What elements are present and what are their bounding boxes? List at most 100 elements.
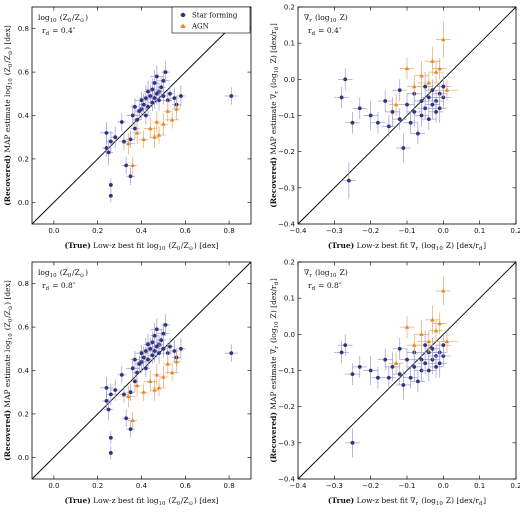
star-forming-marker (408, 120, 413, 125)
agn-point (432, 57, 447, 80)
star-forming-marker (423, 361, 428, 366)
series-agn (388, 21, 458, 116)
star-forming-marker (430, 88, 435, 93)
star-forming-point (224, 87, 238, 105)
star-forming-marker (357, 106, 362, 111)
star-forming-point (126, 420, 135, 438)
x-tick-label: −0.1 (399, 482, 416, 490)
x-axis-label: (True) Low-z best fit log10 (Z0 /Z⊙ ) [d… (64, 241, 218, 252)
star-forming-marker (419, 113, 424, 118)
agn-point (407, 75, 422, 98)
star-forming-point (363, 101, 378, 130)
star-forming-point (352, 356, 368, 378)
star-forming-point (130, 98, 140, 116)
panel-quantity-annotation: log10 (Z0 /Z⊙ ) (38, 268, 88, 279)
agn-point (139, 383, 149, 401)
agn-point (128, 156, 138, 175)
x-tick-label: 0.0 (48, 227, 59, 235)
star-forming-marker (390, 364, 395, 369)
star-forming-point (377, 348, 393, 371)
panel-quantity-annotation: log10 (Z0 /Z⊙ ) (38, 13, 88, 24)
star-forming-marker (434, 109, 438, 114)
star-forming-marker (163, 70, 168, 74)
star-forming-marker (419, 99, 424, 103)
y-tick-label: 0.0 (284, 331, 295, 339)
legend-sf-marker (180, 12, 186, 18)
y-tick-label: 0.2 (18, 155, 29, 163)
star-forming-marker (405, 357, 409, 362)
star-forming-marker (128, 427, 133, 431)
panel-quantity-annotation: ∇r (log10 Z) (304, 13, 348, 24)
star-forming-marker (133, 126, 137, 131)
x-tick-label: −0.2 (362, 482, 379, 490)
agn-point (172, 350, 181, 373)
x-tick-label: 0.8 (224, 227, 235, 235)
star-forming-marker (152, 96, 157, 101)
agn-marker (152, 387, 157, 392)
star-forming-marker (416, 131, 420, 136)
chart-panel-bottom-right: −0.4 −0.3 −0.2 −0.1 0.0 0.1 0.2 −0.4 −0.3 −0.2 −0.… (269, 259, 520, 508)
series-star-forming (99, 61, 238, 203)
y-tick-label: 0.0 (284, 76, 295, 84)
star-forming-marker (397, 88, 402, 93)
star-forming-point (161, 314, 170, 336)
x-tick-label: 0.2 (92, 227, 103, 235)
x-tick-label: 0.0 (438, 227, 449, 235)
star-forming-point (337, 68, 353, 91)
agn-marker (444, 87, 450, 92)
y-tick-label: 0.6 (18, 69, 30, 77)
star-forming-point (154, 89, 164, 112)
agn-point (121, 132, 135, 155)
y-tick-label: −0.2 (278, 403, 295, 411)
star-forming-point (130, 370, 140, 393)
agn-marker (419, 331, 424, 336)
star-forming-marker (441, 84, 446, 89)
series-agn (388, 276, 458, 375)
panel-scale-annotation: rd = 0.4″ (308, 26, 342, 37)
agn-marker (154, 372, 160, 377)
star-forming-point (150, 340, 160, 362)
star-forming-point (169, 87, 179, 109)
star-forming-marker (408, 375, 413, 380)
x-tick-label: 0.4 (136, 482, 148, 490)
star-forming-point (381, 366, 397, 389)
y-tick-label: −0.3 (278, 184, 295, 192)
star-forming-marker (434, 364, 438, 369)
star-forming-marker (412, 109, 417, 114)
panels-layer: 0.0 0.2 0.4 0.6 0.8 0.0 0.2 0.4 0.6 0.8 log10 (Z0 … (3, 4, 520, 508)
star-forming-marker (108, 451, 113, 455)
star-forming-point (141, 359, 151, 378)
star-forming-point (403, 111, 418, 134)
agn-point (128, 411, 138, 430)
star-forming-point (119, 385, 129, 404)
star-forming-point (148, 93, 157, 112)
y-tick-label: −0.3 (278, 439, 295, 447)
y-tick-label: 0.1 (284, 295, 295, 303)
agn-marker (148, 378, 153, 383)
star-forming-marker (124, 163, 129, 168)
star-forming-point (110, 126, 120, 149)
agn-marker (426, 339, 431, 344)
agn-marker (156, 385, 162, 390)
star-forming-marker (108, 435, 113, 440)
star-forming-point (334, 86, 349, 109)
star-forming-marker (397, 372, 402, 377)
y-axis-label: (Recovered) MAP estimate ∇r (log10 Z) [d… (269, 23, 280, 208)
chart-panel-bottom-left: 0.0 0.2 0.4 0.6 0.8 0.0 0.2 0.4 0.6 0.8 log10 (Z0 … (3, 261, 252, 507)
star-forming-marker (139, 351, 144, 356)
star-forming-point (102, 392, 111, 410)
agn-point (159, 366, 168, 388)
x-tick-label: 0.0 (438, 482, 449, 490)
star-forming-marker (357, 364, 362, 369)
agn-marker (161, 121, 166, 126)
plot-frame (297, 6, 517, 225)
star-forming-point (150, 318, 164, 341)
agn-marker (404, 324, 410, 329)
star-forming-point (143, 350, 153, 369)
star-forming-marker (159, 85, 164, 90)
agn-point (132, 374, 142, 397)
star-forming-marker (161, 331, 166, 336)
star-forming-marker (128, 137, 133, 142)
star-forming-marker (397, 117, 402, 122)
agn-marker (165, 361, 170, 366)
